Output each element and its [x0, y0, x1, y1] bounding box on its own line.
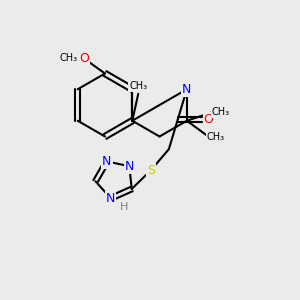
Text: CH₃: CH₃ — [212, 107, 230, 117]
Text: N: N — [182, 83, 191, 96]
Text: N: N — [106, 192, 116, 205]
Text: N: N — [102, 155, 112, 168]
Text: N: N — [124, 160, 134, 173]
Text: CH₃: CH₃ — [129, 81, 147, 91]
Text: O: O — [203, 113, 213, 126]
Text: S: S — [147, 164, 155, 177]
Text: CH₃: CH₃ — [60, 53, 78, 64]
Text: H: H — [120, 202, 128, 212]
Text: O: O — [79, 52, 89, 65]
Text: CH₃: CH₃ — [207, 132, 225, 142]
